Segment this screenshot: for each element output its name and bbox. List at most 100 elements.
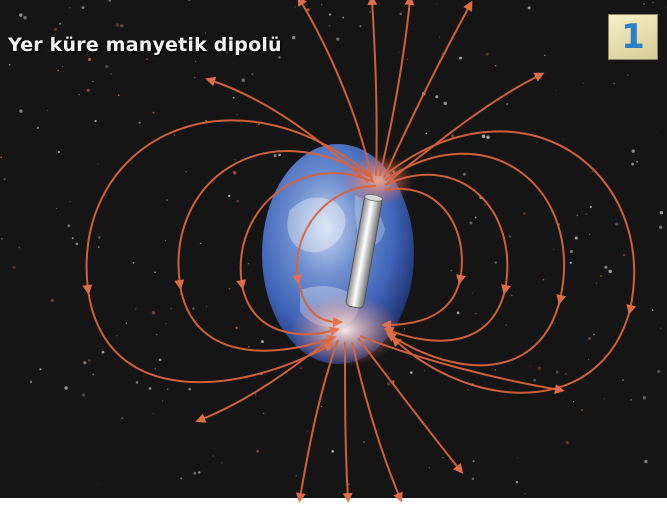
star — [57, 150, 60, 154]
star — [228, 287, 231, 290]
star — [631, 162, 634, 166]
star — [517, 457, 519, 459]
star — [236, 113, 239, 116]
star — [306, 430, 308, 432]
star — [75, 242, 79, 246]
star — [582, 82, 584, 84]
star — [553, 248, 555, 250]
star — [622, 379, 624, 382]
star — [115, 23, 120, 27]
star — [225, 50, 229, 54]
star — [406, 58, 409, 61]
star — [593, 333, 595, 336]
star — [185, 171, 187, 173]
star — [118, 94, 120, 96]
star — [652, 2, 654, 4]
star — [644, 460, 648, 464]
star — [193, 471, 197, 475]
star — [484, 204, 486, 206]
star — [87, 57, 92, 62]
star — [542, 278, 545, 281]
star — [154, 271, 156, 274]
star — [523, 212, 526, 215]
star — [235, 326, 238, 330]
star — [659, 327, 662, 329]
field-line — [359, 335, 565, 395]
star — [428, 467, 430, 469]
star — [471, 477, 475, 481]
star — [71, 237, 74, 240]
star — [228, 194, 231, 198]
star — [205, 32, 206, 34]
star — [328, 25, 331, 27]
star — [379, 91, 381, 93]
star — [604, 398, 605, 400]
star — [54, 33, 56, 35]
star — [588, 233, 591, 236]
star — [146, 58, 148, 60]
star — [1, 237, 3, 240]
star — [294, 6, 296, 8]
star — [165, 322, 167, 325]
star — [86, 88, 90, 92]
star — [78, 93, 80, 96]
star — [665, 6, 667, 8]
star — [254, 394, 257, 397]
star — [180, 477, 183, 480]
star — [576, 214, 579, 217]
field-line — [205, 76, 369, 183]
star — [166, 199, 169, 202]
star — [192, 307, 195, 310]
field-line — [383, 0, 473, 179]
star — [220, 461, 223, 464]
field-line — [195, 337, 333, 423]
star — [470, 5, 473, 8]
star — [53, 27, 58, 31]
star — [3, 177, 6, 181]
field-line — [82, 119, 371, 384]
star — [116, 334, 118, 337]
star — [188, 387, 192, 391]
star — [232, 96, 235, 99]
star — [659, 210, 664, 215]
star — [359, 25, 362, 28]
star — [451, 134, 455, 138]
star — [438, 36, 440, 38]
star — [194, 77, 196, 79]
star — [300, 367, 302, 369]
star — [569, 261, 572, 264]
star — [105, 64, 109, 69]
star — [18, 246, 21, 249]
star — [23, 15, 27, 20]
field-line — [383, 173, 511, 342]
field-line — [292, 184, 377, 327]
star — [57, 69, 60, 72]
star — [0, 156, 3, 159]
star — [92, 373, 95, 376]
star — [403, 328, 405, 330]
field-line — [381, 187, 466, 330]
star — [248, 345, 250, 348]
star — [564, 372, 568, 376]
diagram-title: Yer küre manyetik dipolü — [8, 34, 282, 56]
star — [630, 398, 632, 401]
star — [261, 340, 264, 344]
star — [255, 393, 257, 395]
star — [258, 123, 260, 126]
star — [232, 170, 237, 175]
star — [320, 405, 323, 408]
field-line — [342, 341, 353, 503]
field-line — [295, 339, 339, 503]
star — [524, 493, 526, 495]
star — [263, 412, 265, 415]
star — [251, 73, 254, 75]
star — [436, 3, 437, 5]
star — [236, 199, 240, 203]
star — [110, 73, 112, 75]
field-line — [357, 337, 464, 474]
star — [88, 359, 91, 362]
star — [631, 149, 635, 153]
star — [369, 11, 371, 13]
star — [398, 52, 400, 54]
star — [651, 309, 654, 311]
